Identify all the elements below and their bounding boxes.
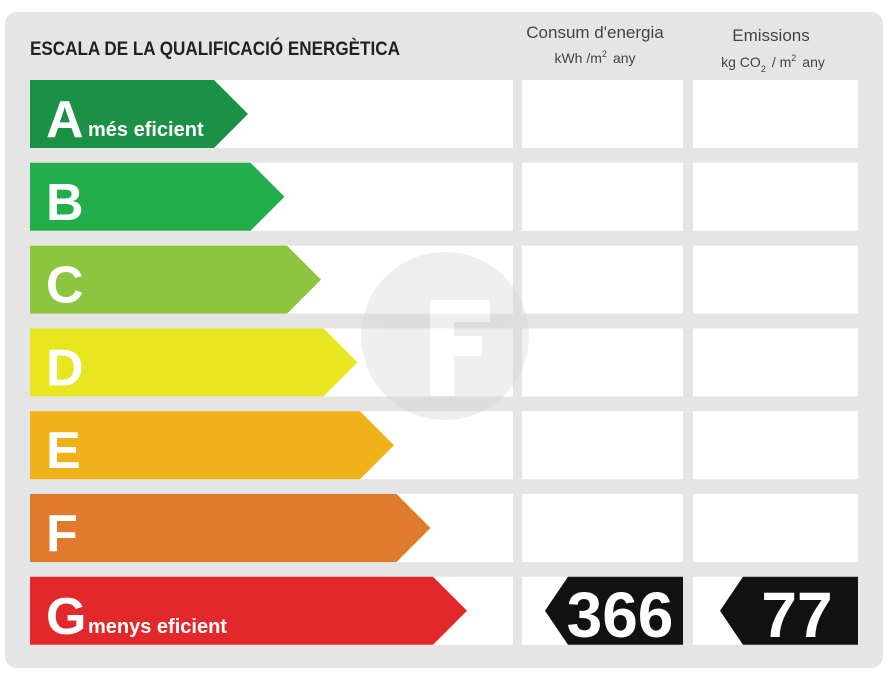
- consum-cell: [522, 162, 683, 231]
- emissions-unit: kg CO2/ m2 any: [721, 53, 825, 74]
- consum-cell: [522, 328, 683, 397]
- consum-cell: [522, 80, 683, 148]
- rating-arrow: [30, 245, 321, 314]
- unit-part: any: [802, 54, 825, 70]
- emissions-cell: [693, 162, 858, 231]
- unit-part: kWh /m: [554, 50, 601, 66]
- consum-cell: [522, 411, 683, 480]
- rating-letter: D: [46, 339, 84, 397]
- rating-letter: G: [46, 588, 86, 646]
- rating-letter: F: [46, 505, 78, 563]
- rating-arrow: [30, 162, 285, 231]
- rating-letter: C: [46, 257, 84, 315]
- emissions-title: Emissions: [732, 26, 809, 45]
- title: ESCALA DE LA QUALIFICACIÓ ENERGÈTICA: [30, 37, 400, 59]
- unit-sup: 2: [791, 53, 796, 63]
- emissions-badge: [720, 576, 858, 645]
- rating-letter: B: [46, 174, 84, 232]
- rating-arrow: [30, 328, 358, 397]
- consum-cell: [522, 494, 683, 562]
- emissions-value: 77: [761, 579, 832, 651]
- consum-cell: [522, 245, 683, 314]
- emissions-cell: [693, 494, 858, 562]
- unit-part: / m: [772, 54, 791, 70]
- consum-unit: kWh /m2 any: [554, 49, 635, 66]
- rating-label: més eficient: [88, 119, 204, 141]
- consum-badge: [545, 576, 683, 645]
- emissions-cell: [693, 80, 858, 148]
- unit-sub: 2: [761, 64, 766, 74]
- rating-letter: A: [46, 91, 84, 149]
- unit-part: kg CO: [721, 54, 761, 70]
- rating-letter: E: [46, 422, 81, 480]
- unit-sup: 2: [602, 49, 607, 59]
- watermark: [361, 252, 529, 420]
- emissions-cell: [693, 328, 858, 397]
- consum-value: 366: [567, 579, 674, 651]
- emissions-cell: [693, 411, 858, 480]
- emissions-cell: [693, 245, 858, 314]
- rating-arrow: [30, 411, 394, 480]
- rating-arrow: [30, 494, 431, 562]
- unit-part: any: [613, 50, 636, 66]
- rating-label: menys eficient: [88, 616, 227, 638]
- rating-arrow: [30, 576, 467, 645]
- consum-title: Consum d'energia: [526, 23, 664, 42]
- rating-arrow: [30, 80, 248, 148]
